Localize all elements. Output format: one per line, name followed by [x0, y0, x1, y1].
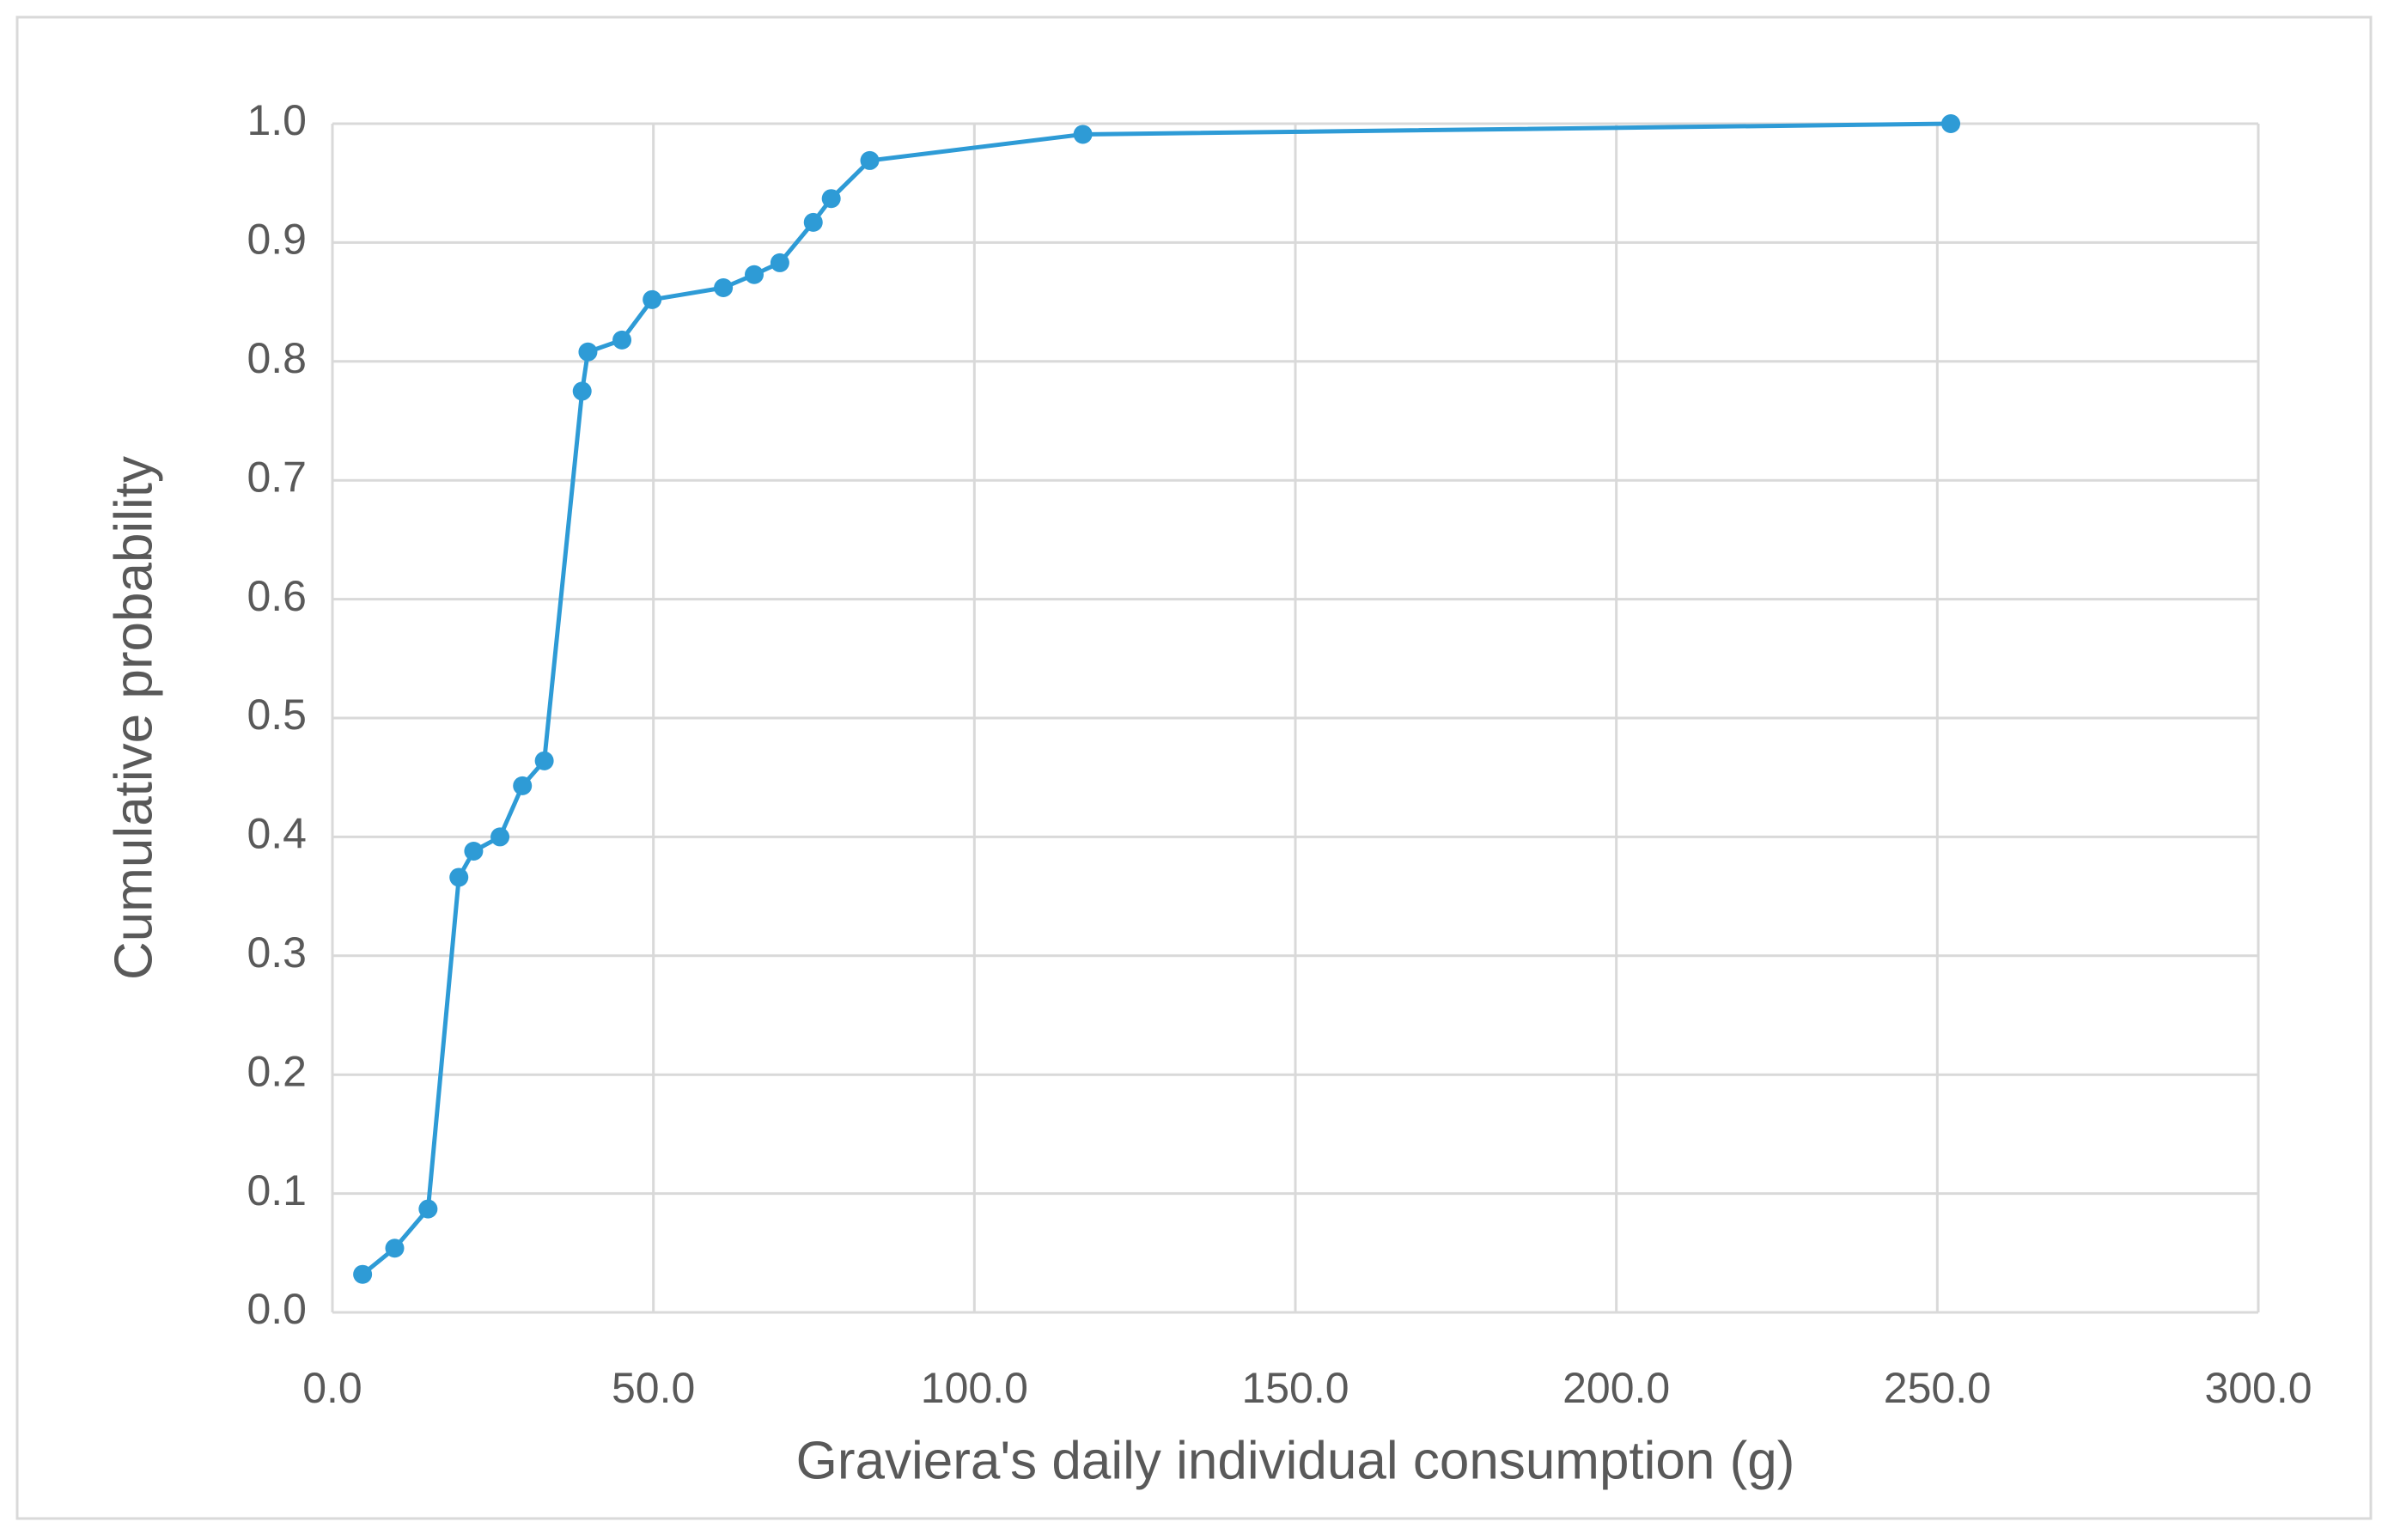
data-point [744, 265, 764, 284]
data-point [860, 150, 880, 170]
data-point [353, 1264, 373, 1284]
plot [353, 114, 1961, 1284]
data-point [821, 189, 841, 209]
x-tick-label: 0.0 [302, 1364, 362, 1412]
y-tick-label: 0.2 [247, 1047, 307, 1095]
data-point [770, 253, 789, 272]
y-tick-label: 0.1 [247, 1166, 307, 1214]
x-tick-label: 200.0 [1563, 1364, 1670, 1412]
x-tick-label: 150.0 [1241, 1364, 1349, 1412]
data-point [534, 751, 554, 770]
data-point [578, 342, 598, 362]
data-point [418, 1199, 438, 1219]
y-tick-label: 0.3 [247, 928, 307, 977]
y-tick-label: 0.9 [247, 216, 307, 264]
data-point [1941, 114, 1961, 133]
y-tick-label: 0.0 [247, 1285, 307, 1333]
data-point [612, 330, 632, 350]
data-point [513, 776, 533, 795]
data-point [572, 381, 592, 401]
data-point [1073, 125, 1093, 144]
x-tick-label: 300.0 [2204, 1364, 2312, 1412]
grid [331, 122, 2260, 1314]
data-point [714, 277, 734, 297]
x-tick-label: 250.0 [1884, 1364, 1991, 1412]
x-tick-label: 50.0 [612, 1364, 695, 1412]
data-point [464, 842, 484, 861]
chart-border [15, 15, 2373, 1520]
y-tick-label: 1.0 [247, 96, 307, 144]
data-point [449, 867, 469, 887]
data-point [385, 1239, 405, 1258]
y-axis-title: Cumulative probability [104, 456, 163, 980]
data-point [490, 827, 510, 847]
y-tick-label: 0.8 [247, 334, 307, 382]
y-tick-label: 0.4 [247, 810, 307, 858]
x-axis-title: Graviera's daily individual consumption … [796, 1431, 1795, 1490]
x-tick-label: 100.0 [921, 1364, 1028, 1412]
y-tick-label: 0.6 [247, 572, 307, 620]
data-point [643, 289, 662, 309]
data-point [803, 212, 823, 232]
y-tick-label: 0.7 [247, 453, 307, 501]
y-tick-label: 0.5 [247, 691, 307, 739]
